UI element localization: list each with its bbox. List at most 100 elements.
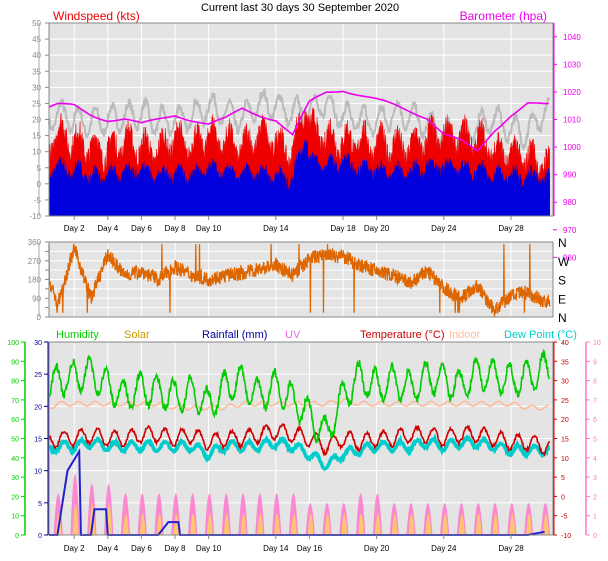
compass-label: N xyxy=(558,236,567,250)
climate-x-tick-label: Day 2 xyxy=(64,544,85,553)
barometer-tick-label: 1010 xyxy=(563,116,581,125)
windspeed-tick-label: 20 xyxy=(32,116,41,125)
solar-daily-peak xyxy=(257,513,264,535)
windspeed-tick-label: 50 xyxy=(32,19,41,28)
legend-entry: Rainfall (mm) xyxy=(202,329,267,341)
wind-x-tick-label: Day 24 xyxy=(431,224,457,233)
windspeed-tick-label: 10 xyxy=(32,148,41,157)
wind-gust-series xyxy=(48,139,550,217)
uv-tick-label: 0 xyxy=(593,533,597,540)
legend-entry: Temperature (°C) xyxy=(360,329,444,341)
humidity-tick-label: 70 xyxy=(11,398,19,405)
uv-tick-label: 3 xyxy=(593,475,597,482)
rainfall-tick-label: 10 xyxy=(34,469,42,476)
climate-x-tick-label: Day 10 xyxy=(196,544,222,553)
solar-daily-peak xyxy=(190,513,197,535)
solar-daily-peak xyxy=(526,513,533,535)
direction-tick-label: 270 xyxy=(28,257,42,266)
wind-x-tick-label: Day 18 xyxy=(330,224,356,233)
direction-panel-series xyxy=(48,242,551,318)
chart-title: Current last 30 days 30 September 2020 xyxy=(201,2,399,14)
temperature-series xyxy=(48,423,551,457)
solar-daily-peak xyxy=(509,513,516,535)
uv-tick-label: 8 xyxy=(593,379,597,386)
temperature-tick-label: 20 xyxy=(561,417,569,424)
wind-x-tick-label: Day 4 xyxy=(97,224,118,233)
solar-daily-peak xyxy=(543,513,549,535)
direction-panel-frame xyxy=(48,241,554,318)
solar-daily-peak xyxy=(358,513,365,535)
climate-panel-axes: Day 2 Day 4 Day 6 Day 8 Day 10 Day 14 Day 16 Da… xyxy=(7,340,601,553)
rainfall-tick-label: 30 xyxy=(34,340,42,347)
direction-tick-label: 90 xyxy=(32,294,41,303)
wind-grey-series xyxy=(48,87,551,152)
solar-daily-peak xyxy=(442,513,449,535)
uv-tick-label: 1 xyxy=(593,514,597,521)
windspeed-axis-label: Windspeed (kts) xyxy=(53,9,140,23)
solar-daily-peak xyxy=(475,513,482,535)
barometer-tick-label: 990 xyxy=(563,171,577,180)
solar-daily-peak xyxy=(240,513,247,535)
wind-panel-axes: -10-505101520253035404550960970980990100… xyxy=(29,19,581,262)
windspeed-tick-label: -5 xyxy=(34,196,42,205)
humidity-tick-label: 40 xyxy=(11,456,19,463)
temperature-tick-label: -10 xyxy=(561,533,571,540)
climate-x-tick-label: Day 28 xyxy=(498,544,524,553)
windspeed-tick-label: 30 xyxy=(32,83,41,92)
solar-daily-peak xyxy=(156,513,163,535)
humidity-tick-label: 80 xyxy=(11,379,19,386)
temperature-tick-label: -5 xyxy=(561,514,567,521)
legend-entry: UV xyxy=(285,329,301,341)
solar-daily-peak xyxy=(207,513,213,535)
barometer-axis-label: Barometer (hpa) xyxy=(460,9,547,23)
solar-daily-peak xyxy=(139,513,146,535)
solar-daily-peak xyxy=(223,513,230,535)
legend-entry: Humidity xyxy=(56,329,99,341)
wind-x-tick-label: Day 2 xyxy=(64,224,85,233)
legend-entry: Dew Point (°C) xyxy=(504,329,577,341)
temperature-tick-label: 25 xyxy=(561,398,569,405)
climate-x-tick-label: Day 16 xyxy=(297,544,323,553)
barometer-tick-label: 980 xyxy=(563,198,577,207)
rainfall-tick-label: 15 xyxy=(34,437,42,444)
wind-x-tick-label: Day 10 xyxy=(196,224,222,233)
climate-x-tick-label: Day 20 xyxy=(364,544,390,553)
solar-daily-peak xyxy=(408,513,415,535)
solar-daily-peak xyxy=(123,513,129,535)
rainfall-tick-label: 0 xyxy=(38,533,42,540)
uv-tick-label: 7 xyxy=(593,398,597,405)
wind-x-tick-label: Day 20 xyxy=(364,224,390,233)
uv-tick-label: 9 xyxy=(593,359,597,366)
direction-tick-label: 180 xyxy=(28,276,42,285)
direction-tick-label: 0 xyxy=(37,313,42,322)
climate-x-tick-label: Day 8 xyxy=(165,544,186,553)
temperature-tick-label: 35 xyxy=(561,359,569,366)
solar-daily-peak xyxy=(291,513,297,535)
solar-daily-peak xyxy=(324,513,331,535)
climate-x-tick-label: Day 6 xyxy=(131,544,152,553)
compass-label: W xyxy=(558,255,570,269)
solar-daily-peak xyxy=(173,513,180,535)
wind-x-tick-label: Day 8 xyxy=(165,224,186,233)
humidity-tick-label: 90 xyxy=(11,359,19,366)
barometer-tick-label: 960 xyxy=(563,253,577,262)
solar-daily-peak xyxy=(459,513,465,535)
uv-tick-label: 2 xyxy=(593,494,597,501)
direction-tick-label: 360 xyxy=(28,238,42,247)
compass-label: E xyxy=(558,292,566,306)
temperature-tick-label: 5 xyxy=(561,475,565,482)
climate-x-tick-label: Day 4 xyxy=(97,544,118,553)
climate-panel-series xyxy=(48,348,551,536)
wind-x-tick-label: Day 14 xyxy=(263,224,289,233)
humidity-tick-label: 20 xyxy=(11,494,19,501)
temperature-tick-label: 10 xyxy=(561,456,569,463)
wind-x-tick-label: Day 6 xyxy=(131,224,152,233)
barometer-tick-label: 1040 xyxy=(563,33,581,42)
barometer-tick-label: 1000 xyxy=(563,143,581,152)
windspeed-tick-label: 40 xyxy=(32,51,41,60)
solar-daily-peak xyxy=(72,504,79,535)
solar-daily-peak xyxy=(375,513,381,535)
solar-daily-peak xyxy=(391,513,398,535)
climate-panel-frame xyxy=(48,341,554,536)
